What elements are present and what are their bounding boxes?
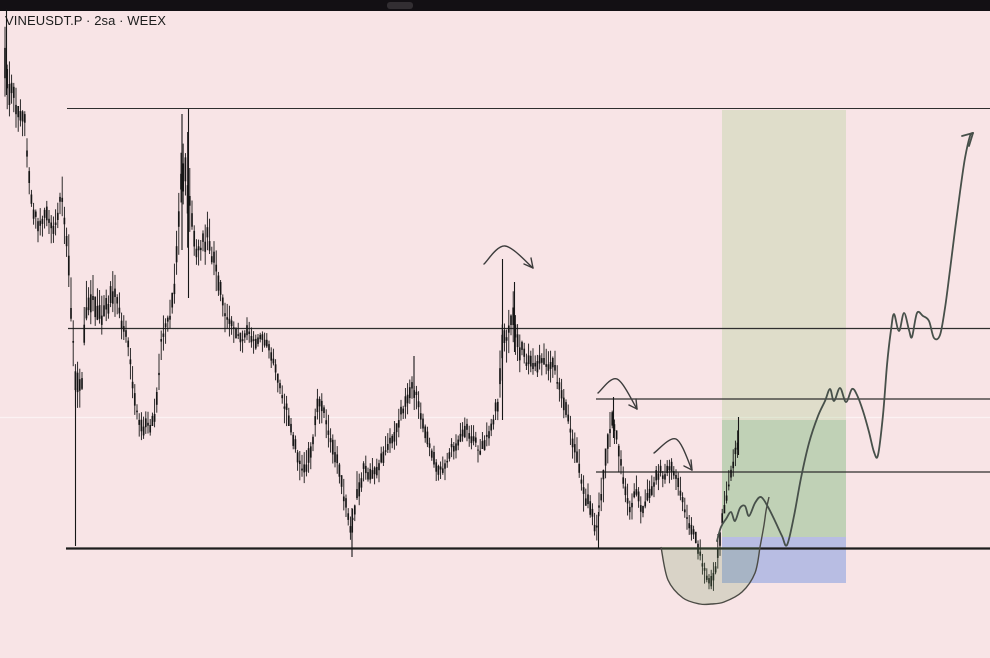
- projection-path[interactable]: [716, 132, 974, 547]
- target-zone-upper[interactable]: [722, 110, 846, 420]
- lower-high-arrow-2[interactable]: [597, 378, 638, 410]
- window-notch: [387, 2, 413, 9]
- level-lines-group[interactable]: [66, 107, 990, 550]
- top-bar: [0, 0, 990, 11]
- entry-zone-green[interactable]: [722, 420, 846, 537]
- symbol-title[interactable]: VINEUSDT.P · 2sa · WEEX: [5, 13, 166, 28]
- lower-high-arrow-3[interactable]: [653, 438, 693, 471]
- candles-group: [4, 9, 740, 591]
- curved-arrows-group[interactable]: [483, 245, 693, 471]
- lower-high-arrow-1[interactable]: [483, 245, 534, 269]
- cup-annotation[interactable]: [660, 496, 770, 606]
- stop-zone-blue[interactable]: [722, 537, 846, 583]
- zones-group[interactable]: [722, 110, 846, 583]
